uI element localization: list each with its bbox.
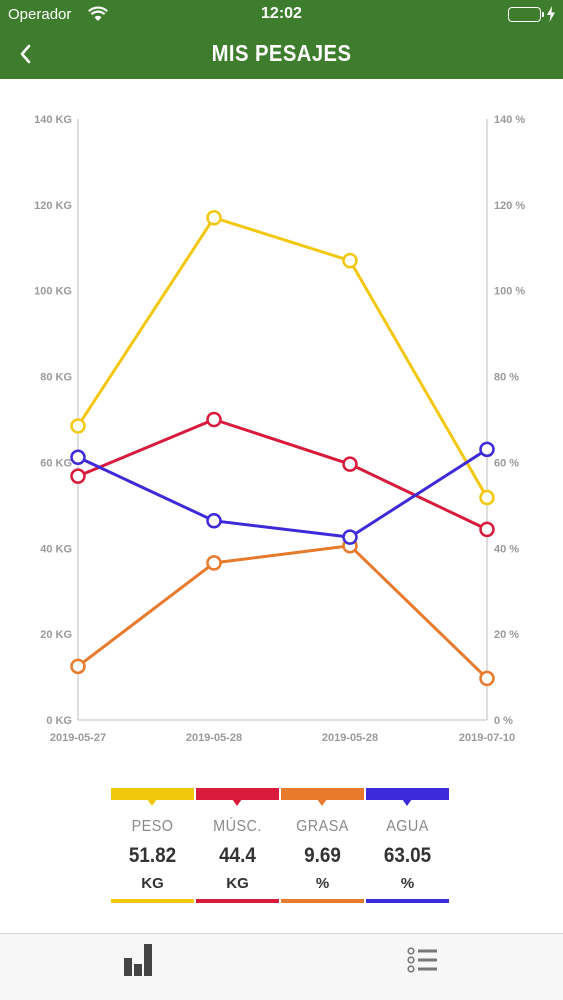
y-left-tick-label: 20 KG	[40, 629, 72, 641]
clock: 12:02	[261, 5, 302, 22]
legend-color-bar	[281, 788, 364, 800]
tab-chart[interactable]	[122, 942, 162, 978]
data-point[interactable]	[206, 513, 222, 529]
legend-unit: %	[315, 875, 330, 892]
data-point[interactable]	[70, 449, 86, 466]
battery-tip	[542, 12, 544, 17]
series-line	[77, 448, 488, 539]
navigation-bar: MIS PESAJES	[0, 30, 563, 79]
wifi-icon	[88, 6, 108, 27]
data-point[interactable]	[70, 658, 86, 675]
legend-underline	[281, 899, 364, 903]
legend-item: AGUA 63.05%	[366, 788, 451, 906]
series-line	[76, 216, 489, 499]
legend-color-bar	[366, 788, 449, 800]
legend-color-bar	[111, 788, 194, 800]
y-left-tick-label: 60 KG	[40, 457, 72, 469]
legend-name: AGUA	[386, 818, 429, 835]
chart-svg: 0 KG 20 KG 40 KG 60 KG 80 KG 100 KG 120 KG 140 …	[34, 114, 525, 744]
status-bar: Operador 12:02	[0, 0, 563, 30]
page-title: MIS PESAJES	[211, 40, 352, 66]
series-line	[77, 418, 488, 531]
x-tick-label: 2019-05-28	[322, 732, 378, 744]
y-right-tick-label: 100 %	[494, 286, 525, 298]
data-point[interactable]	[342, 456, 358, 472]
legend-underline	[196, 899, 279, 903]
y-left-tick-label: 120 KG	[34, 200, 72, 212]
bar-chart-icon	[124, 944, 152, 976]
legend-name: PESO	[131, 818, 174, 835]
legend-underline	[111, 899, 194, 903]
tab-list[interactable]	[404, 942, 444, 978]
data-point[interactable]	[479, 670, 495, 687]
series-line	[77, 544, 489, 680]
data-point[interactable]	[70, 468, 86, 484]
legend: PESO 51.82 KG MÚSC. 44.4 KG GRASA 9.69% AGUA 63.0…	[111, 788, 451, 906]
data-point[interactable]	[479, 521, 495, 538]
carrier-label: Operador	[8, 6, 72, 23]
x-tick-label: 2019-05-28	[186, 732, 242, 744]
y-right-tick-label: 140 %	[494, 114, 525, 126]
legend-underline	[366, 899, 449, 903]
data-point[interactable]	[206, 209, 222, 226]
chevron-left-icon	[20, 44, 31, 64]
y-right-tick-label: 0 %	[494, 715, 513, 727]
y-right-tick-label: 20 %	[494, 629, 519, 641]
legend-pointer	[232, 799, 242, 806]
data-point[interactable]	[206, 555, 222, 571]
data-point[interactable]	[479, 441, 495, 458]
tab-bar	[0, 933, 563, 1000]
legend-item: PESO 51.82 KG	[111, 788, 196, 906]
back-button[interactable]	[14, 41, 38, 67]
charging-icon	[546, 6, 556, 27]
y-left-tick-label: 140 KG	[34, 114, 72, 126]
legend-name: MÚSC.	[213, 818, 262, 835]
legend-unit: %	[400, 875, 415, 892]
data-point[interactable]	[342, 252, 358, 269]
legend-pointer	[317, 799, 327, 806]
legend-name: GRASA	[296, 818, 349, 835]
y-right-tick-label: 120 %	[494, 200, 525, 212]
legend-unit: KG	[226, 875, 249, 892]
data-point[interactable]	[342, 529, 358, 545]
y-left-tick-label: 80 KG	[40, 372, 72, 384]
legend-item: MÚSC. 44.4 KG	[196, 788, 281, 906]
legend-value: 44.4	[219, 844, 256, 867]
y-left-tick-label: 100 KG	[34, 286, 72, 298]
y-left-tick-label: 40 KG	[40, 543, 72, 555]
legend-pointer	[402, 799, 412, 806]
x-tick-label: 2019-05-27	[50, 732, 106, 744]
x-tick-label: 2019-07-10	[459, 732, 515, 744]
legend-unit: KG	[141, 875, 164, 892]
weight-chart: 0 KG 20 KG 40 KG 60 KG 80 KG 100 KG 120 KG 140 …	[0, 79, 563, 759]
legend-pointer	[147, 799, 157, 806]
y-right-tick-label: 60 %	[494, 457, 519, 469]
legend-value: 51.82	[128, 844, 177, 867]
data-point[interactable]	[479, 489, 495, 506]
list-icon	[407, 947, 437, 973]
legend-value: 9.69	[304, 844, 341, 867]
y-right-tick-label: 80 %	[494, 372, 519, 384]
data-point[interactable]	[70, 418, 86, 434]
battery-icon	[508, 7, 541, 22]
legend-item: GRASA 9.69%	[281, 788, 366, 906]
y-right-tick-label: 40 %	[494, 543, 519, 555]
legend-color-bar	[196, 788, 279, 800]
data-point[interactable]	[206, 411, 222, 428]
legend-value: 63.05	[383, 844, 432, 867]
y-left-tick-label: 0 KG	[46, 715, 72, 727]
